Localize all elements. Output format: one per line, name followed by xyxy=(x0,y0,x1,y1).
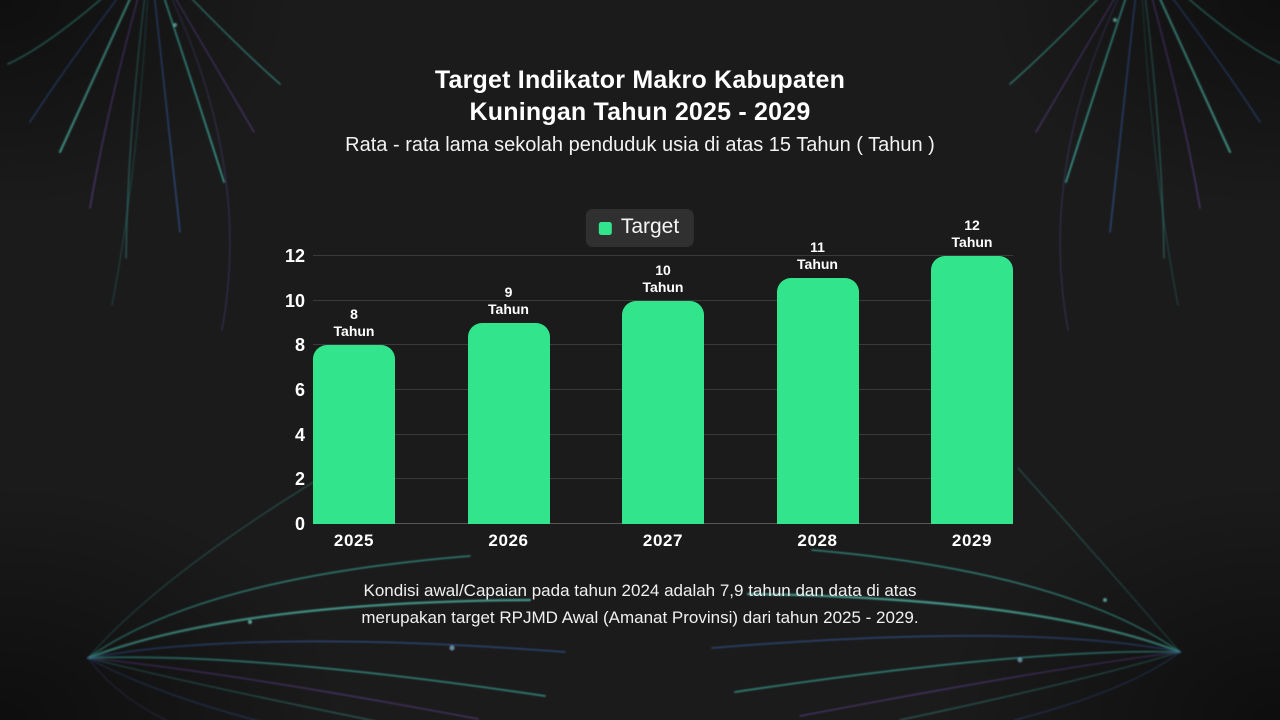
firework-top-right-icon xyxy=(1009,0,1280,331)
legend-swatch-icon xyxy=(598,221,612,235)
bar-data-label: 8 Tahun xyxy=(334,306,375,340)
bar-unit-label: Tahun xyxy=(951,234,993,250)
bar-data-label: 9 Tahun xyxy=(488,284,529,318)
bar-data-label: 12 Tahun xyxy=(952,217,993,251)
bars-container: 8 Tahun 9 Tahun 10 Tahun 11 Tahun 12 Tahun xyxy=(313,217,1013,524)
bar-data-label: 10 Tahun xyxy=(643,262,684,296)
firework-bottom-left-icon xyxy=(86,471,566,720)
bar-unit-label: Tahun xyxy=(488,301,529,317)
bar-2028 xyxy=(776,278,859,524)
bar-unit-label: Tahun xyxy=(797,256,838,273)
plot-area: 8 Tahun 9 Tahun 10 Tahun 11 Tahun 12 Tahun xyxy=(313,217,1013,524)
bar-2027 xyxy=(622,300,704,524)
y-tick-label: 8 xyxy=(294,335,305,356)
gridline-12 xyxy=(313,255,1013,256)
bar-unit-label: Tahun xyxy=(642,278,684,295)
page-title: Target Indikator Makro Kabupaten Kuninga… xyxy=(434,66,846,126)
x-tick-label: 2029 xyxy=(951,531,993,550)
bar-value-label: 8 xyxy=(350,306,358,323)
x-tick-label: 2028 xyxy=(797,531,838,550)
bar-slot: 9 Tahun xyxy=(467,256,550,524)
gridline-10 xyxy=(313,299,1013,301)
y-tick-label: 2 xyxy=(294,469,305,490)
bar-slot: 12 Tahun xyxy=(931,217,1013,524)
x-tick-label: 2026 xyxy=(488,531,529,550)
firework-bottom-right-icon xyxy=(711,467,1182,720)
bar-slot: 10 Tahun xyxy=(622,256,704,524)
bar-slot: 8 Tahun xyxy=(313,256,395,524)
bar-value-label: 9 xyxy=(504,284,513,300)
bar-2025 xyxy=(313,345,395,524)
bar-2026 xyxy=(467,323,550,524)
y-axis-labels: 0 2 4 6 8 10 12 xyxy=(0,246,305,534)
legend-label: Target xyxy=(620,215,680,238)
y-tick-label: 4 xyxy=(294,424,305,445)
x-axis-labels: 2025 2026 2027 2028 2029 xyxy=(313,531,1013,555)
y-tick-label: 10 xyxy=(284,290,305,311)
firework-top-left-icon xyxy=(7,0,281,331)
page-subtitle: Rata - rata lama sekolah penduduk usia d… xyxy=(345,134,935,156)
y-tick-label: 6 xyxy=(294,380,305,400)
bar-unit-label: Tahun xyxy=(333,323,375,340)
x-tick-label: 2025 xyxy=(333,531,375,550)
caption: Kondisi awal/Capaian pada tahun 2024 ada… xyxy=(361,581,919,627)
x-tick-label: 2027 xyxy=(642,531,684,550)
bar-2029 xyxy=(931,256,1013,524)
bar-value-label: 12 xyxy=(964,217,980,233)
y-tick-label: 12 xyxy=(284,246,305,266)
bar-data-label: 11 Tahun xyxy=(797,239,838,273)
bar-value-label: 10 xyxy=(655,261,671,278)
y-tick-label: 0 xyxy=(294,514,305,534)
bar-slot: 11 Tahun xyxy=(776,239,859,524)
chart-legend: Target xyxy=(585,209,695,247)
bar-value-label: 11 xyxy=(810,239,825,256)
